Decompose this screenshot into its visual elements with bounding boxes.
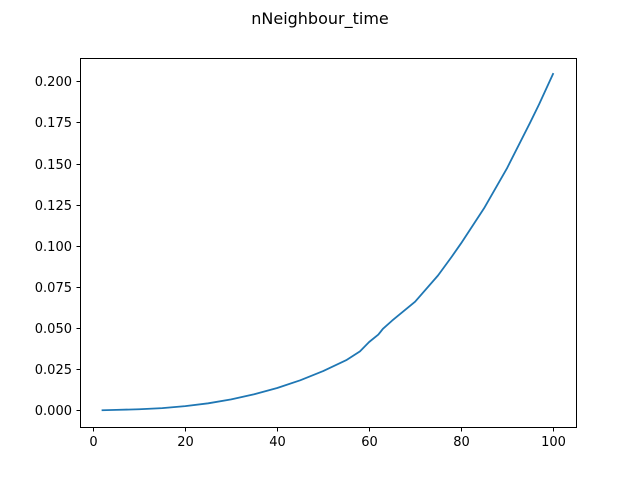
y-tick-label: 0.000 bbox=[35, 404, 72, 419]
y-tick-label: 0.125 bbox=[35, 199, 72, 214]
y-tick-label: 0.025 bbox=[35, 363, 72, 378]
x-tick-label: 80 bbox=[453, 435, 470, 450]
y-axis: 0.000 0.025 0.050 0.075 0.100 0.125 0.150 0.175… bbox=[35, 75, 81, 419]
y-tick-label: 0.150 bbox=[35, 158, 72, 173]
x-tick-label: 60 bbox=[361, 435, 378, 450]
x-tick-label: 0 bbox=[89, 435, 97, 450]
y-tick-label: 0.075 bbox=[35, 281, 72, 296]
x-tick-label: 20 bbox=[177, 435, 194, 450]
y-tick-label: 0.100 bbox=[35, 240, 72, 255]
y-tick-label: 0.175 bbox=[35, 116, 72, 131]
series-line-0 bbox=[101, 72, 555, 412]
x-tick-label: 40 bbox=[269, 435, 286, 450]
y-tick-label: 0.050 bbox=[35, 322, 72, 337]
chart-title: nNeighbour_time bbox=[251, 9, 389, 29]
axes-frame bbox=[80, 58, 577, 428]
x-tick-label: 100 bbox=[541, 435, 566, 450]
plot-area bbox=[80, 58, 577, 428]
y-tick-label: 0.200 bbox=[35, 75, 72, 90]
x-axis: 0 20 40 60 80 100 bbox=[89, 427, 566, 450]
